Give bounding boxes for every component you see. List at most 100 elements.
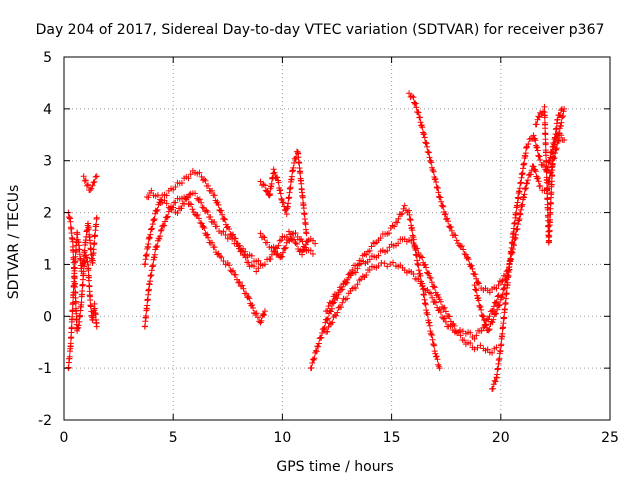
data-point	[204, 209, 211, 216]
data-point	[202, 177, 209, 184]
data-point	[482, 321, 489, 328]
data-point	[185, 194, 192, 201]
y-tick-label: 4	[43, 102, 52, 118]
data-point	[424, 143, 431, 150]
data-point	[461, 250, 468, 257]
data-point	[287, 235, 294, 242]
data-point	[72, 284, 79, 291]
data-point	[524, 143, 531, 150]
data-point	[88, 185, 95, 192]
data-point	[86, 277, 93, 284]
data-point	[480, 313, 487, 320]
x-tick-label: 5	[169, 430, 178, 446]
data-point	[309, 251, 316, 258]
data-point	[163, 192, 170, 199]
data-point	[425, 270, 432, 277]
data-point	[302, 244, 309, 251]
data-point	[501, 285, 508, 292]
data-point	[489, 349, 496, 356]
data-point	[328, 305, 335, 312]
x-tick-label: 15	[383, 430, 401, 446]
data-point	[274, 245, 281, 252]
data-point	[243, 290, 250, 297]
data-point	[156, 235, 163, 242]
data-point	[218, 254, 225, 261]
data-point	[531, 135, 538, 142]
data-point	[486, 289, 493, 296]
data-point	[198, 173, 205, 180]
data-point	[431, 176, 438, 183]
data-point	[415, 262, 422, 269]
data-point	[530, 132, 537, 139]
data-point	[435, 189, 442, 196]
data-point	[473, 332, 480, 339]
data-point	[473, 275, 480, 282]
data-point	[410, 239, 417, 246]
data-point	[366, 247, 373, 254]
data-point	[253, 310, 260, 317]
data-point	[153, 208, 160, 215]
data-point	[92, 232, 99, 239]
y-tick-label: 0	[43, 309, 52, 325]
data-point	[352, 269, 359, 276]
data-point	[283, 233, 290, 240]
data-point	[366, 256, 373, 263]
data-point	[430, 283, 437, 290]
series-track-late-g	[532, 103, 565, 246]
data-point	[436, 193, 443, 200]
data-point	[461, 337, 468, 344]
data-point	[157, 233, 164, 240]
data-point	[421, 130, 428, 137]
data-point	[537, 109, 544, 116]
data-point	[186, 200, 193, 207]
data-point	[454, 329, 461, 336]
plot-frame	[63, 56, 611, 421]
data-point	[543, 168, 550, 175]
data-point	[415, 249, 422, 256]
data-point	[409, 227, 416, 234]
data-point	[220, 257, 227, 264]
data-point	[192, 211, 199, 218]
data-point	[218, 207, 225, 214]
data-point	[499, 330, 506, 337]
series-track-early-b	[65, 209, 100, 334]
data-point	[497, 348, 504, 355]
data-point	[309, 356, 316, 363]
data-point	[157, 227, 164, 234]
data-point	[457, 243, 464, 250]
data-point	[192, 190, 199, 197]
data-point	[290, 164, 297, 171]
series-track-mid-e	[257, 230, 316, 261]
data-point	[215, 201, 222, 208]
data-point	[432, 299, 439, 306]
data-point	[255, 265, 262, 272]
data-point	[486, 326, 493, 333]
data-point	[440, 315, 447, 322]
data-point	[561, 136, 568, 143]
data-point	[163, 200, 170, 207]
data-point	[418, 122, 425, 129]
data-point	[441, 211, 448, 218]
data-point	[495, 281, 502, 288]
data-point	[496, 301, 503, 308]
data-point	[344, 295, 351, 302]
data-point	[429, 294, 436, 301]
data-point	[186, 191, 193, 198]
data-point	[201, 225, 208, 232]
data-point	[543, 179, 550, 186]
data-point	[211, 192, 218, 199]
data-point	[520, 194, 527, 201]
data-point	[476, 302, 483, 309]
data-point	[481, 317, 488, 324]
data-point	[205, 234, 212, 241]
data-point	[277, 187, 284, 194]
data-point	[294, 233, 301, 240]
data-point	[299, 238, 306, 245]
data-point	[558, 132, 565, 139]
data-point	[433, 353, 440, 360]
data-point	[315, 340, 322, 347]
data-point	[415, 109, 422, 116]
data-point	[264, 239, 271, 246]
data-point	[274, 174, 281, 181]
data-point	[442, 210, 449, 217]
